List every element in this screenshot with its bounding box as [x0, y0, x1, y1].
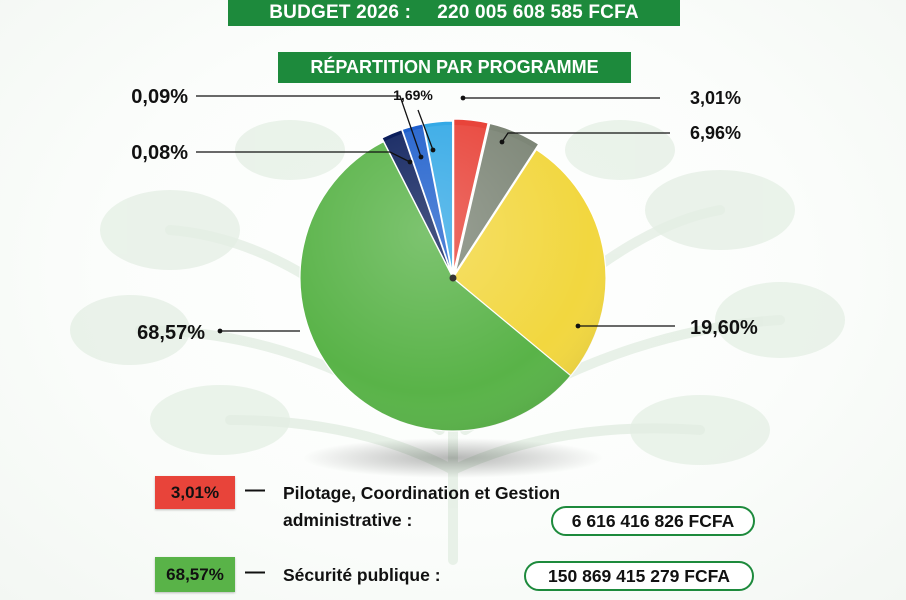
slice-label-securite-publique: 68,57%	[137, 322, 205, 344]
legend-name-pilotage-line1: Pilotage, Coordination et Gestion	[283, 483, 561, 503]
legend-amount-pilotage: 6 616 416 826 FCFA	[551, 506, 755, 536]
leader-line-gray-program	[501, 132, 670, 143]
leader-dot-navy-program	[407, 159, 413, 165]
legend-dash-pilotage: —	[245, 479, 265, 501]
leader-dot-lightblue-program	[430, 147, 436, 153]
leader-dot-yellow-program	[575, 323, 581, 329]
legend-pct-securite: 68,57%	[166, 564, 224, 584]
legend-amount-pilotage-text: 6 616 416 826 FCFA	[571, 510, 735, 531]
pie-shadow	[303, 438, 603, 478]
pie-slices	[299, 118, 607, 432]
legend-pct-pilotage: 3,01%	[170, 482, 220, 502]
leader-line-lightblue-program	[417, 109, 434, 151]
legend-swatch-securite: 68,57%	[155, 557, 235, 592]
legend-amount-securite: 150 869 415 279 FCFA	[524, 561, 754, 591]
chart-title-banner: RÉPARTITION PAR PROGRAMME	[278, 52, 631, 83]
legend-swatch-pilotage: 3,01%	[155, 476, 235, 509]
slice-label-lightblue-program: 1,69%	[393, 87, 433, 103]
slice-label-pilotage: 3,01%	[690, 88, 741, 108]
pie-labels: 3,01% 6,96% 19,60% 68,57% 0,08% 0,09% 1,69%	[131, 86, 758, 344]
budget-label: BUDGET 2026 :	[269, 2, 412, 23]
budget-amount: 220 005 608 585 FCFA	[437, 2, 639, 23]
slice-label-blue-program: 0,09%	[131, 86, 188, 108]
pie-center-dot	[449, 274, 457, 282]
leader-line-blue-program	[196, 95, 422, 158]
leader-dot-securite-publique	[217, 328, 223, 334]
leader-dot-pilotage	[460, 95, 466, 101]
leader-dot-gray-program	[499, 139, 505, 145]
slice-label-navy-program: 0,08%	[131, 142, 188, 164]
slice-label-gray-program: 6,96%	[690, 123, 741, 143]
leader-line-navy-program	[196, 151, 411, 163]
slice-label-yellow-program: 19,60%	[690, 317, 758, 339]
budget-banner: BUDGET 2026 : 220 005 608 585 FCFA	[228, 0, 680, 26]
pie-leader-lines	[196, 95, 675, 334]
legend-dash-securite: —	[245, 561, 265, 583]
legend-name-securite: Sécurité publique :	[283, 565, 441, 585]
legend-amount-securite-text: 150 869 415 279 FCFA	[548, 565, 730, 586]
legend-name-pilotage-line2: administrative :	[283, 510, 413, 530]
chart-title: RÉPARTITION PAR PROGRAMME	[310, 57, 599, 77]
leader-dot-blue-program	[418, 154, 424, 160]
